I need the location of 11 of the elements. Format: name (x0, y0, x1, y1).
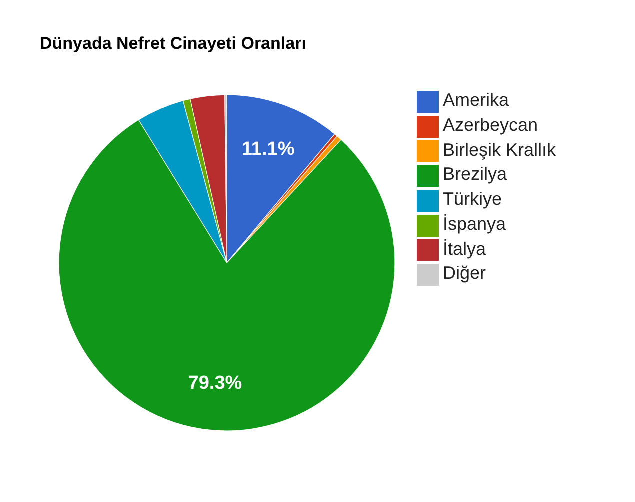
legend-label: Birleşik Krallık (443, 140, 556, 160)
legend-label: İspanya (443, 214, 506, 234)
legend-label: Azerbeycan (443, 114, 538, 135)
data-label: 79.3% (188, 372, 242, 394)
data-label: 11.1% (242, 138, 295, 160)
chart-title: Dünyada Nefret Cinayeti Oranları (40, 34, 306, 54)
legend-label: Amerika (443, 90, 510, 110)
legend-label: Türkiye (443, 189, 502, 210)
legend-label: İtalya (443, 238, 486, 259)
legend-label: Brezilya (443, 164, 508, 184)
legend-label: Diğer (443, 263, 486, 284)
